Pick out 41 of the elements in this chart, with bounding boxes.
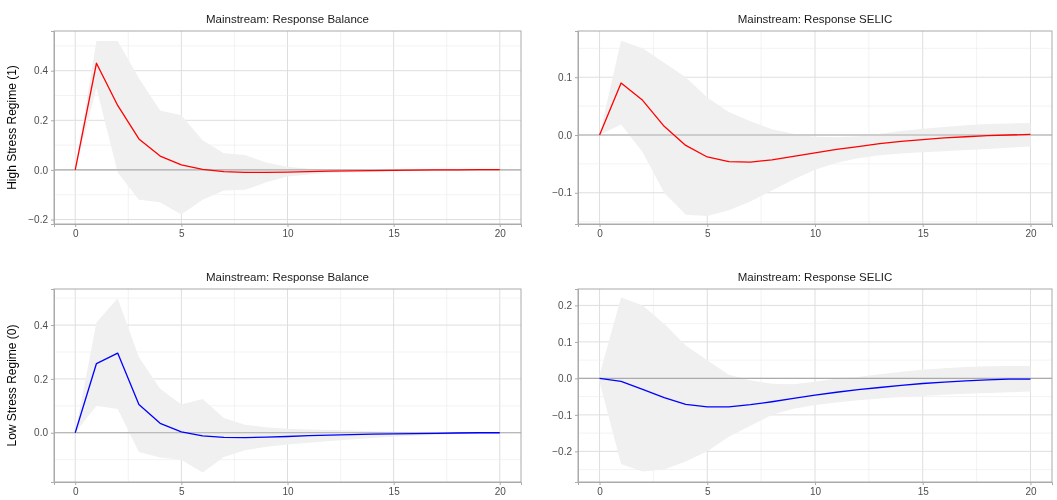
y-axis-title: Low Stress Regime (0) <box>5 324 19 447</box>
x-tick-label: 5 <box>704 228 711 240</box>
x-tick-label: 10 <box>809 228 822 240</box>
x-tick-label: 20 <box>494 228 507 240</box>
y-tick-label: 0.0 <box>558 373 573 385</box>
chart-title: Mainstream: Response SELIC <box>737 13 893 25</box>
x-tick-label: 15 <box>917 228 930 240</box>
chart-title: Mainstream: Response Balance <box>206 271 369 283</box>
x-tick-label: 10 <box>282 486 294 498</box>
y-tick-label: −0.1 <box>552 187 573 199</box>
y-tick-label: 0.4 <box>34 319 49 331</box>
x-tick-label: 20 <box>1025 486 1037 498</box>
y-tick-label: 0.4 <box>34 65 49 77</box>
y-tick-label: 0.2 <box>34 115 49 127</box>
x-tick-label: 10 <box>809 486 822 498</box>
y-tick-label: 0.0 <box>34 427 49 439</box>
y-tick-label: 0.1 <box>558 336 573 348</box>
x-tick-label: 5 <box>704 486 711 498</box>
y-tick-label: −0.2 <box>28 214 49 226</box>
x-tick-label: 15 <box>388 486 401 498</box>
chart-title: Mainstream: Response Balance <box>206 13 369 25</box>
y-tick-label: 0.0 <box>34 164 49 176</box>
y-tick-label: 0.2 <box>34 373 49 385</box>
x-tick-label: 15 <box>388 228 401 240</box>
x-tick-label: 0 <box>72 486 79 498</box>
chart-title: Mainstream: Response SELIC <box>737 271 893 283</box>
y-tick-label: −0.1 <box>552 409 573 421</box>
y-tick-label: 0.0 <box>558 129 573 141</box>
x-tick-label: 5 <box>179 486 186 498</box>
y-tick-label: 0.2 <box>558 300 573 312</box>
y-axis-title: High Stress Regime (1) <box>5 65 19 190</box>
x-tick-label: 5 <box>179 228 186 240</box>
x-tick-label: 10 <box>282 228 294 240</box>
x-tick-label: 0 <box>597 486 604 498</box>
x-tick-label: 0 <box>597 228 604 240</box>
x-tick-label: 20 <box>1025 228 1037 240</box>
y-tick-label: −0.2 <box>552 446 573 458</box>
x-tick-label: 0 <box>72 228 79 240</box>
x-tick-label: 20 <box>494 486 507 498</box>
y-tick-label: 0.1 <box>558 71 573 83</box>
x-tick-label: 15 <box>917 486 930 498</box>
